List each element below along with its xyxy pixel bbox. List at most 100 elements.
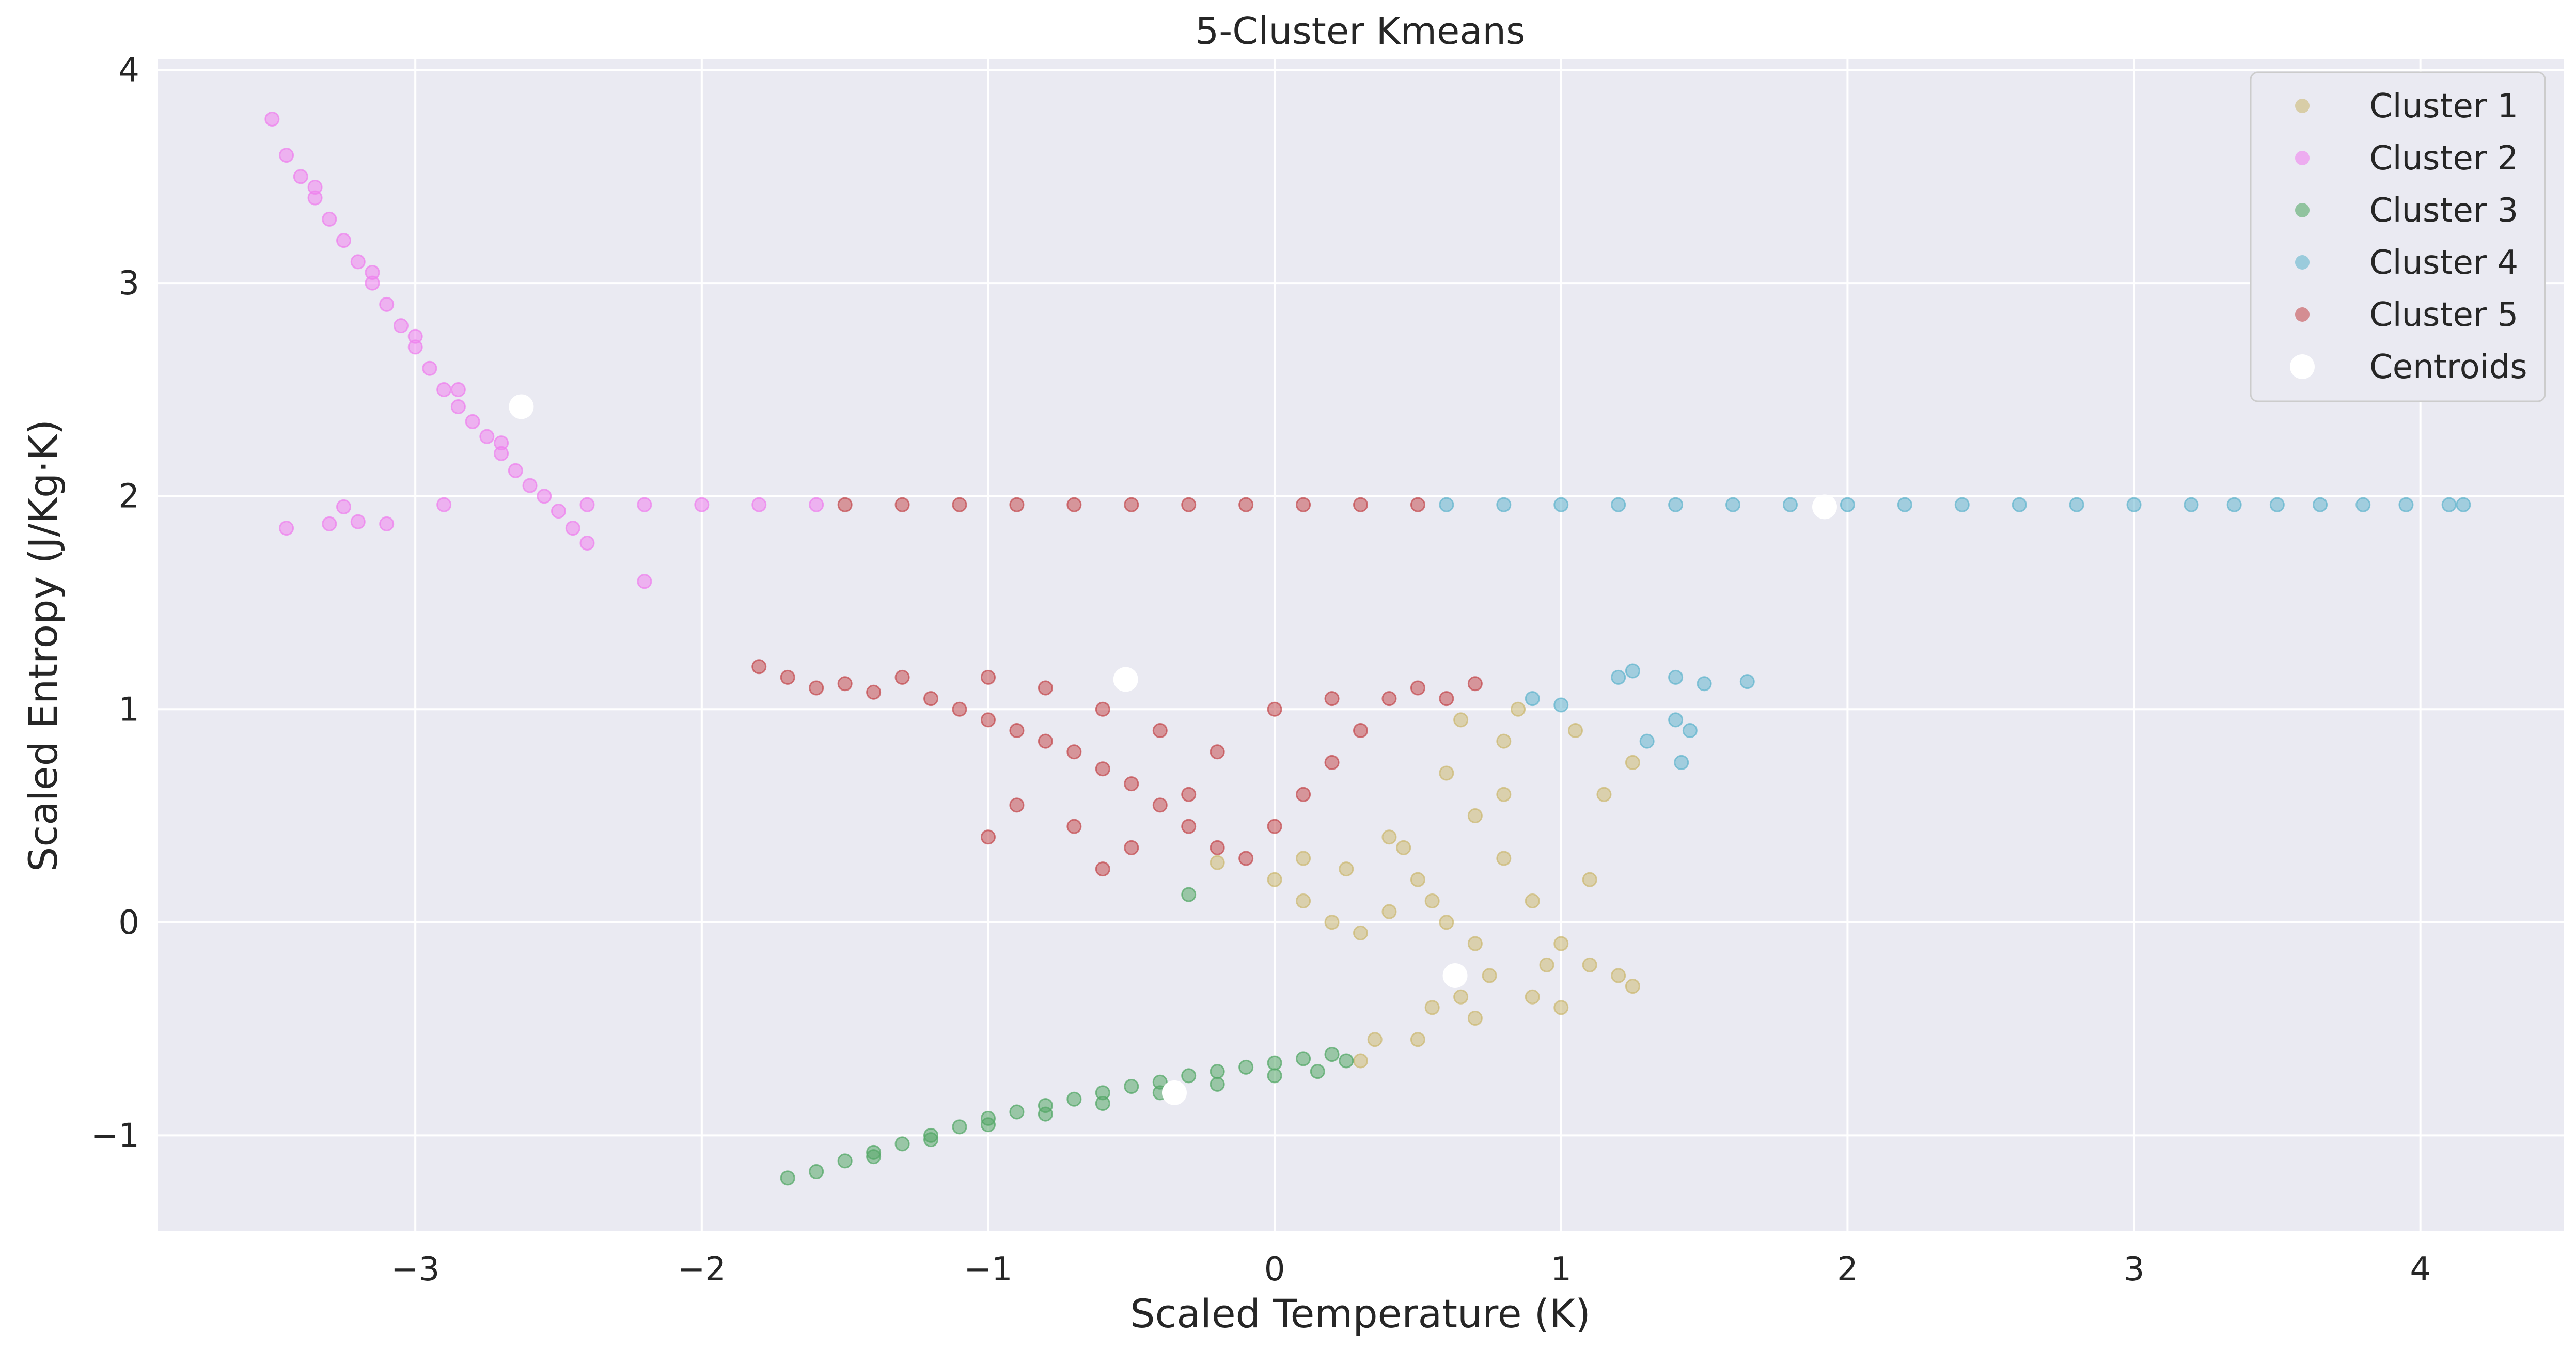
- data-point: [1611, 968, 1626, 983]
- data-point: [1611, 669, 1626, 685]
- data-point: [1310, 1064, 1325, 1079]
- y-tick-labels: −1 0 1 2 3 4: [91, 52, 139, 1155]
- data-point: [837, 1153, 853, 1169]
- data-point: [379, 516, 395, 531]
- data-point: [1840, 497, 1855, 512]
- data-point: [1381, 829, 1397, 845]
- data-point: [637, 497, 652, 512]
- data-point: [1124, 840, 1139, 855]
- data-point: [1625, 755, 1640, 770]
- data-point: [809, 680, 824, 696]
- legend-items: Cluster 1 Cluster 2 Cluster 3 Cluster 4 Clus…: [2290, 87, 2527, 386]
- data-point: [1324, 1047, 1340, 1062]
- data-point: [923, 691, 939, 707]
- data-point: [1296, 497, 1311, 512]
- data-point: [1181, 497, 1197, 512]
- data-point: [1611, 497, 1626, 512]
- data-point: [1095, 1095, 1110, 1111]
- legend-marker: [2295, 151, 2310, 165]
- data-point: [1553, 497, 1569, 512]
- legend-marker: [2295, 307, 2310, 322]
- data-point: [2126, 497, 2142, 512]
- data-point: [751, 497, 767, 512]
- data-points: [264, 112, 2471, 1186]
- data-point: [1238, 1059, 1254, 1075]
- data-point: [1496, 851, 1512, 866]
- data-point: [1410, 680, 1425, 696]
- data-point: [579, 497, 595, 512]
- data-point: [751, 659, 767, 674]
- data-point: [1511, 701, 1526, 717]
- data-point: [2184, 497, 2199, 512]
- data-point: [1210, 855, 1225, 870]
- data-point: [407, 328, 423, 344]
- centroid-point: [1113, 667, 1138, 692]
- y-tick-label: 4: [118, 52, 139, 90]
- data-point: [1066, 1091, 1082, 1107]
- data-point: [1038, 1106, 1053, 1122]
- data-point: [837, 676, 853, 692]
- data-point: [2456, 497, 2471, 512]
- data-point: [1095, 761, 1110, 777]
- data-point: [537, 489, 552, 504]
- data-point: [1124, 776, 1139, 792]
- data-point: [1467, 676, 1483, 692]
- data-point: [1066, 497, 1082, 512]
- data-point: [1296, 1051, 1311, 1066]
- data-point: [1496, 787, 1512, 802]
- data-point: [1267, 1068, 1282, 1084]
- data-point: [436, 497, 452, 512]
- data-point: [1181, 819, 1197, 834]
- data-point: [1668, 669, 1684, 685]
- data-point: [1396, 840, 1411, 855]
- data-point: [837, 497, 853, 512]
- data-point: [1152, 797, 1168, 813]
- data-point: [1210, 840, 1225, 855]
- data-point: [293, 169, 308, 184]
- data-point: [1682, 723, 1698, 739]
- data-point: [1095, 861, 1110, 877]
- data-point: [336, 233, 352, 248]
- data-point: [1324, 915, 1340, 930]
- data-point: [1267, 872, 1282, 887]
- data-point: [1567, 723, 1583, 739]
- data-point: [1582, 957, 1597, 972]
- data-point: [1525, 691, 1540, 707]
- data-point: [436, 382, 452, 397]
- y-tick-label: 0: [118, 904, 139, 942]
- centroid-point: [1161, 1080, 1187, 1105]
- data-point: [1353, 723, 1368, 739]
- data-point: [1674, 755, 1689, 770]
- data-point: [2355, 497, 2371, 512]
- data-point: [894, 1136, 910, 1152]
- data-point: [1095, 701, 1110, 717]
- legend-marker: [2295, 99, 2310, 113]
- data-point: [1467, 808, 1483, 824]
- data-point: [952, 1119, 967, 1135]
- data-point: [1525, 989, 1540, 1005]
- data-point: [952, 701, 967, 717]
- data-point: [1439, 497, 1454, 512]
- legend-marker: [2290, 354, 2315, 379]
- data-point: [637, 574, 652, 589]
- data-point: [1353, 925, 1368, 940]
- data-point: [1238, 851, 1254, 866]
- data-point: [393, 318, 409, 334]
- data-point: [1324, 755, 1340, 770]
- data-point: [894, 669, 910, 685]
- data-point: [1009, 1104, 1025, 1120]
- data-point: [1267, 1055, 1282, 1071]
- data-point: [1439, 915, 1454, 930]
- x-tick-label: 0: [1264, 1250, 1285, 1289]
- data-point: [1210, 744, 1225, 760]
- data-point: [2313, 497, 2328, 512]
- data-point: [694, 497, 710, 512]
- legend-label: Cluster 4: [2369, 244, 2518, 282]
- data-point: [1339, 861, 1354, 877]
- data-point: [450, 399, 466, 414]
- data-point: [1596, 787, 1612, 802]
- data-point: [1582, 872, 1597, 887]
- x-tick-label: 2: [1837, 1250, 1858, 1289]
- data-point: [1668, 712, 1684, 728]
